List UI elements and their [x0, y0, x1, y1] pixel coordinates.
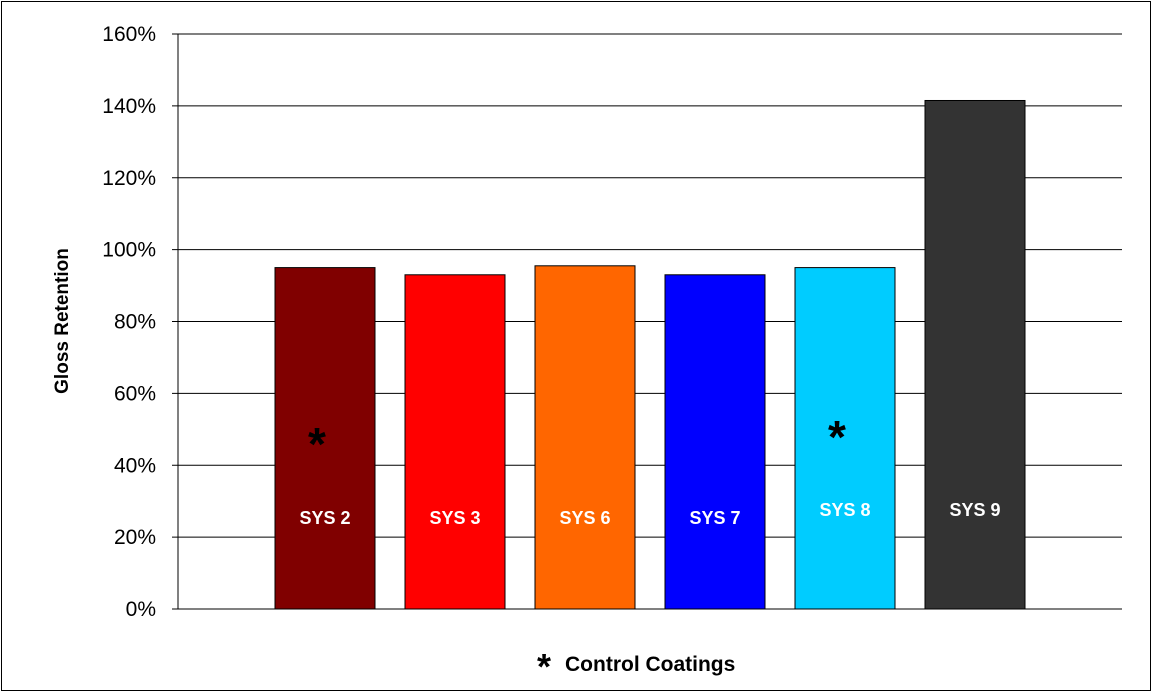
y-tick-label: 140%: [102, 95, 156, 118]
y-axis-title: Gloss Retention: [52, 248, 73, 394]
y-tick-label: 40%: [114, 454, 156, 477]
y-tick-label: 80%: [114, 311, 156, 334]
bar-sys-2: [274, 267, 376, 610]
bar-label: SYS 6: [559, 508, 610, 528]
bars: SYS 2 * SYS 3 SYS 6 SYS 7 SYS 8 * SYS 9: [274, 99, 1026, 610]
footnote-text: Control Coatings: [565, 653, 735, 676]
control-marker: *: [828, 411, 846, 463]
y-tick-label: 0%: [126, 598, 156, 621]
bar-label: SYS 2: [299, 508, 350, 528]
y-axis: 0% 20% 40% 60% 80% 100% 120% 140% 160%: [102, 23, 179, 621]
y-tick-label: 120%: [102, 167, 156, 190]
control-marker: *: [308, 418, 326, 470]
bar-sys-7: [664, 274, 766, 610]
bar-sys-3: [404, 274, 506, 610]
y-tick-label: 100%: [102, 239, 156, 262]
footnote-marker: *: [537, 646, 551, 687]
bar-label: SYS 3: [429, 508, 480, 528]
y-tick-label: 160%: [102, 23, 156, 46]
bar-label: SYS 9: [949, 500, 1000, 520]
bar-sys-6: [534, 265, 636, 610]
y-tick-label: 20%: [114, 526, 156, 549]
footnote: * Control Coatings: [537, 646, 735, 687]
y-tick-label: 60%: [114, 382, 156, 405]
bar-label: SYS 7: [689, 508, 740, 528]
bar-label: SYS 8: [819, 500, 870, 520]
bar-sys-9: [924, 99, 1026, 610]
bar-sys-8: [794, 267, 896, 610]
